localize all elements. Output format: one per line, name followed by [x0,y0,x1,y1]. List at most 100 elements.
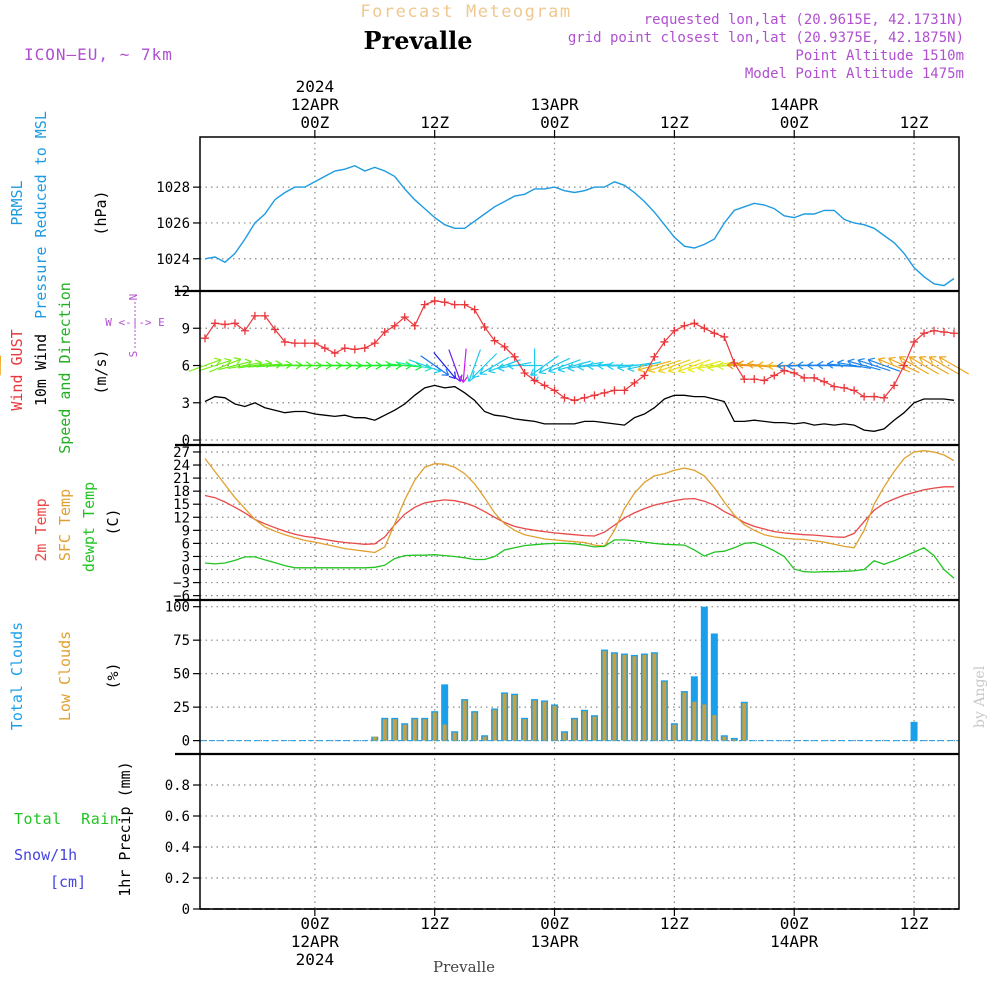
wind-direction-arrow [208,357,242,373]
wind-arrow-head [888,358,893,365]
wind-arrow-shaft [919,356,950,375]
wind-arrow-head [888,356,896,359]
total-clouds-bar [441,684,449,741]
low-clouds-bar [512,695,517,741]
wind-arrow-shaft [433,352,457,379]
gust-point [850,386,859,395]
y-tick-label: 3 [182,396,190,412]
gust-point [780,366,789,375]
wind-arrow-head [539,372,547,375]
wind-direction-arrow [479,356,510,375]
gust-point [430,296,439,305]
wind-arrow-head [365,361,373,367]
time-label-bottom: 12APR [291,932,340,951]
wind-arrow-head [816,364,824,370]
low-clouds-bar [692,701,697,741]
wind-dir-label: Speed and Direction [56,282,74,454]
wind-arrow-head [607,365,614,371]
y-tick-label: 6 [182,536,190,552]
wind-direction-arrow [538,357,571,375]
gust-point [490,336,499,345]
y-tick-label: 15 [173,497,190,513]
wind-arrow-head [938,356,944,364]
wind-arrow-head [557,369,565,373]
wind-arrow-shaft [218,360,252,371]
temperature-panel [204,450,955,579]
gust-point [230,319,239,328]
wind-arrow-head [507,361,514,367]
compass-n: N [127,294,140,301]
y-tick-label: 0.6 [165,809,190,825]
low-clouds-bar [492,709,497,741]
wind-arrow-shaft [627,361,662,370]
total-clouds-label: Total Clouds [8,622,26,730]
wind-arrow-shaft [938,356,970,375]
wind-arrow-head [375,365,383,370]
wind-arrow-head [796,365,804,370]
gust-point [220,320,229,329]
wind-arrow-shaft [208,358,241,373]
gust-point [650,352,659,361]
gust-point [950,329,959,338]
wind-direction-arrow [420,355,450,376]
time-label-bottom: 12Z [420,914,449,933]
wind-arrow-shaft [648,359,681,372]
wind-arrow-head [847,360,853,367]
wind-direction-arrow [530,355,559,376]
gust-point [770,371,779,380]
wind-arrow-head [567,363,574,369]
wind-arrow-shaft [228,361,262,370]
wind-arrow-head [415,366,422,371]
y-tick-label: 25 [173,700,190,716]
y-tick-label: 75 [173,633,190,649]
gust-point [300,339,309,348]
dewpt-temp-line [204,539,955,579]
low-clouds-bar [462,700,467,741]
wind-arrow-head [697,367,705,372]
gust-point [320,344,329,353]
wind-direction-arrow [548,359,581,374]
wind-arrow-shaft [697,361,732,370]
wind-arrow-head [668,370,676,374]
time-label-top: 00Z [300,113,329,132]
wind-arrow-head [647,364,654,372]
low-clouds-bar [642,654,647,741]
wind-arrow-head [637,369,645,373]
gust-point [450,300,459,309]
gust-point [360,344,369,353]
gust-point [630,378,639,387]
gust-point [570,396,579,405]
wind-arrow-head [928,356,934,364]
wind-arrow-head [295,360,303,366]
wind-direction-arrow [736,360,772,369]
gust-point [800,373,809,382]
wind-arrow-shaft [548,359,581,372]
time-label-bottom: 12Z [660,914,689,933]
wind-arrow-head [677,365,684,372]
low-clouds-bar [482,736,487,741]
gust-point [710,329,719,338]
y-tick-label: 12 [173,510,190,526]
gust-point [420,300,429,309]
time-label-bottom: 00Z [300,914,329,933]
wind-arrow-head [756,361,764,367]
wind-arrow-head [786,361,794,367]
wind-arrow-shaft [462,348,467,383]
wind-arrow-shaft [867,359,901,372]
gust-point [240,326,249,335]
wind-arrow-head [806,365,814,370]
wind-direction-arrow [647,359,681,374]
wind-arrow-head [305,361,313,367]
wind-arrow-head [236,358,242,366]
wind-arrow-head [224,357,232,361]
low-clouds-bar [582,711,587,741]
y-tick-label: −3 [173,576,190,592]
wind-arrow-head [538,366,544,374]
wind-arrow-head [648,370,656,374]
wind-arrow-head [433,370,441,374]
wind-arrow-head [826,360,834,365]
low-clouds-bar [702,704,707,741]
low-clouds-bar [532,700,537,741]
wind-10m-label: 10m Wind [32,334,50,406]
wind-direction-arrow [867,357,901,372]
